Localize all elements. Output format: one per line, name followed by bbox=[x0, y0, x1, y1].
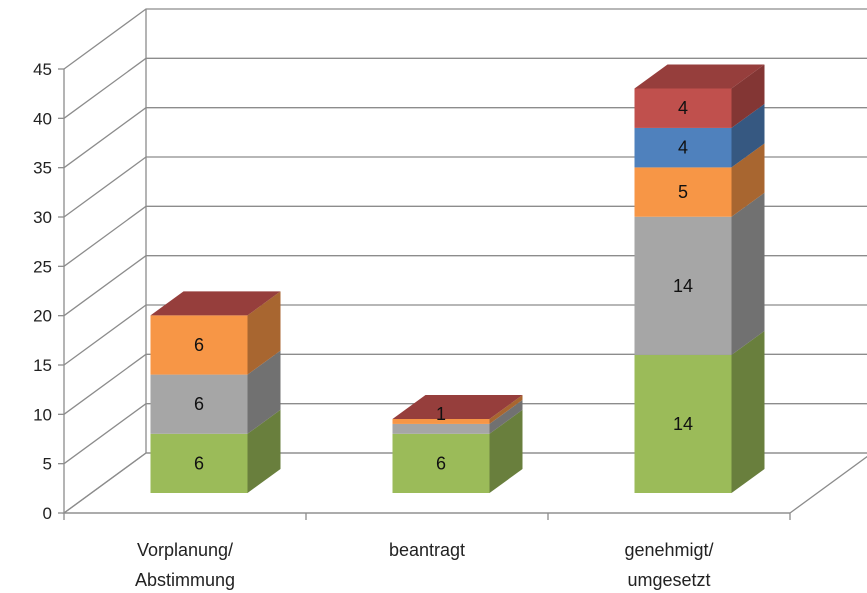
y-tick-label: 30 bbox=[33, 208, 52, 227]
bar-side bbox=[489, 395, 523, 424]
y-tick-label: 20 bbox=[33, 307, 52, 326]
gridline bbox=[63, 205, 867, 267]
gridline bbox=[63, 156, 867, 218]
bar-segment bbox=[150, 350, 281, 434]
bar-side bbox=[731, 143, 765, 217]
gridline bbox=[63, 353, 867, 415]
gridline bbox=[63, 403, 867, 465]
bar-segment bbox=[150, 409, 281, 493]
bar-side bbox=[489, 409, 523, 493]
y-tick-label: 40 bbox=[33, 109, 52, 128]
y-tick-label: 10 bbox=[33, 405, 52, 424]
gridline bbox=[63, 255, 867, 317]
bar-segment bbox=[634, 143, 765, 217]
data-label: 6 bbox=[194, 394, 204, 414]
bar-front bbox=[392, 423, 490, 434]
data-label: 6 bbox=[194, 453, 204, 473]
y-tick-label: 5 bbox=[43, 455, 52, 474]
bar-segment bbox=[634, 103, 765, 168]
bar-segment bbox=[634, 64, 765, 128]
gridline bbox=[63, 8, 867, 70]
bar-front bbox=[392, 419, 490, 424]
bar-side bbox=[731, 103, 765, 168]
bar-side bbox=[731, 330, 765, 493]
y-tick-label: 0 bbox=[43, 504, 52, 523]
bar-segment bbox=[634, 192, 765, 355]
y-tick-label: 35 bbox=[33, 159, 52, 178]
x-category-label: genehmigt/umgesetzt bbox=[624, 540, 713, 590]
gridline bbox=[63, 452, 867, 514]
gridline bbox=[63, 304, 867, 366]
bar-segment bbox=[392, 409, 523, 493]
data-label: 4 bbox=[678, 98, 688, 118]
bars bbox=[150, 64, 765, 493]
y-tick-label: 15 bbox=[33, 356, 52, 375]
bar-side bbox=[247, 409, 281, 493]
bar-top bbox=[634, 64, 765, 89]
bar-side bbox=[489, 399, 523, 434]
gridlines bbox=[63, 8, 867, 514]
gridline bbox=[63, 107, 867, 169]
bar-front bbox=[392, 433, 490, 493]
bar-top bbox=[150, 291, 281, 316]
data-label: 5 bbox=[678, 182, 688, 202]
data-label: 6 bbox=[436, 453, 446, 473]
axes: 051015202530354045Vorplanung/Abstimmungb… bbox=[33, 60, 791, 590]
data-label: 6 bbox=[194, 335, 204, 355]
bar-front bbox=[634, 216, 732, 355]
data-labels: 6 6 6 6 1 14 14 5 4 4 bbox=[194, 98, 693, 473]
bar-front bbox=[150, 374, 248, 434]
data-label: 14 bbox=[673, 414, 693, 434]
bar-front bbox=[634, 354, 732, 493]
bar-side bbox=[247, 350, 281, 434]
data-label: 4 bbox=[678, 138, 688, 158]
data-label: 14 bbox=[673, 276, 693, 296]
bar-segment bbox=[392, 395, 523, 424]
bar-side bbox=[731, 192, 765, 355]
bar-front bbox=[634, 127, 732, 168]
y-tick-label: 25 bbox=[33, 257, 52, 276]
bar-front bbox=[634, 167, 732, 217]
y-tick-label: 45 bbox=[33, 60, 52, 79]
bar-segment bbox=[634, 330, 765, 493]
bar-segment bbox=[392, 399, 523, 434]
bar-front bbox=[150, 315, 248, 375]
bar-side bbox=[247, 291, 281, 375]
x-category-label: Vorplanung/Abstimmung bbox=[135, 540, 235, 590]
bar-side bbox=[731, 64, 765, 128]
gridline bbox=[63, 57, 867, 119]
bar-segment bbox=[150, 291, 281, 375]
bar-front bbox=[634, 88, 732, 128]
data-label: 1 bbox=[436, 404, 446, 424]
bar-top bbox=[392, 395, 523, 419]
x-category-label: beantragt bbox=[389, 540, 465, 560]
bar-front bbox=[150, 433, 248, 493]
